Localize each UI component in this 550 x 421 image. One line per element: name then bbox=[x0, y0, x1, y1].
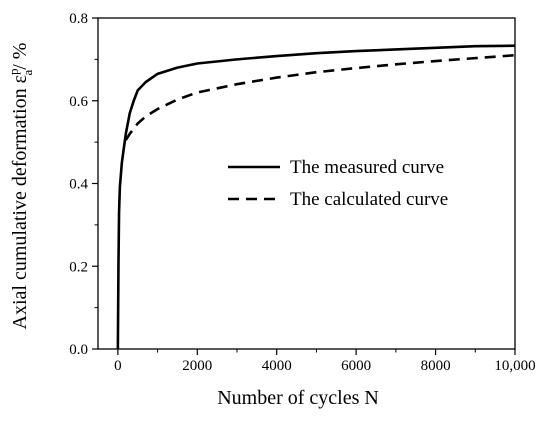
y-axis-title-subscript: a bbox=[20, 70, 35, 76]
x-tick-label: 4000 bbox=[262, 358, 292, 374]
legend: The measured curve The calculated curve bbox=[228, 157, 448, 210]
y-axis-title: Axial cumulative deformation εpa/ % bbox=[6, 43, 35, 330]
y-axis-title-superscript: p bbox=[6, 69, 21, 76]
x-tick-label: 2000 bbox=[182, 358, 212, 374]
y-tick-label: 0.6 bbox=[69, 94, 88, 110]
x-tick-label: 8000 bbox=[421, 358, 451, 374]
series-line-calculated bbox=[124, 53, 516, 141]
plot-area-frame bbox=[97, 17, 516, 350]
legend-label-measured: The measured curve bbox=[290, 157, 444, 178]
y-tick-label: 0.4 bbox=[69, 177, 88, 193]
series-line-measured bbox=[116, 44, 516, 350]
y-tick-label: 0.2 bbox=[69, 259, 88, 275]
y-tick-label: 0.0 bbox=[69, 342, 88, 358]
y-tick-label: 0.8 bbox=[69, 11, 88, 27]
y-axis-ticks: 0.0 0.2 0.4 0.6 0.8 bbox=[69, 11, 98, 358]
series-layer bbox=[116, 44, 516, 350]
x-tick-label: 0 bbox=[114, 358, 122, 374]
x-tick-label: 6000 bbox=[341, 358, 371, 374]
y-axis-title-prefix: Axial cumulative deformation ε bbox=[9, 75, 31, 329]
legend-label-calculated: The calculated curve bbox=[290, 189, 448, 210]
y-axis-title-suffix: / % bbox=[9, 43, 31, 70]
x-axis-title: Number of cycles N bbox=[217, 387, 379, 409]
x-tick-label: 10,000 bbox=[494, 358, 535, 374]
x-axis-ticks: 0 2000 4000 6000 8000 10,000 bbox=[114, 349, 536, 374]
